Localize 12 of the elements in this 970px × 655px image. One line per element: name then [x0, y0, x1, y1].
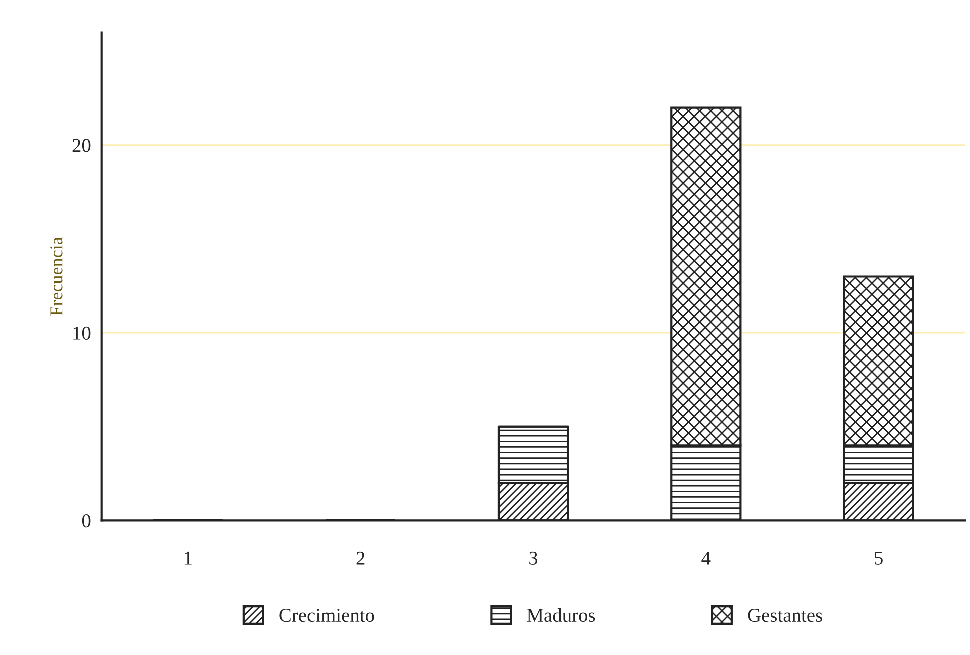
x-tick-label: 5 — [875, 552, 883, 565]
legend-label: Maduros — [527, 608, 596, 622]
x-tick-label: 2 — [356, 552, 365, 565]
legend-label: Crecimiento — [280, 609, 374, 622]
y-tick-label: 20 — [72, 139, 91, 152]
y-tick-label: 10 — [74, 326, 91, 340]
x-tick-label: 4 — [702, 552, 711, 565]
x-tick-label: 1 — [185, 552, 192, 565]
y-axis-title: Frecuencia — [50, 237, 63, 316]
x-tick-label: 3 — [530, 552, 538, 565]
legend-label: Gestantes — [748, 609, 822, 622]
y-tick-label: 0 — [82, 514, 91, 528]
